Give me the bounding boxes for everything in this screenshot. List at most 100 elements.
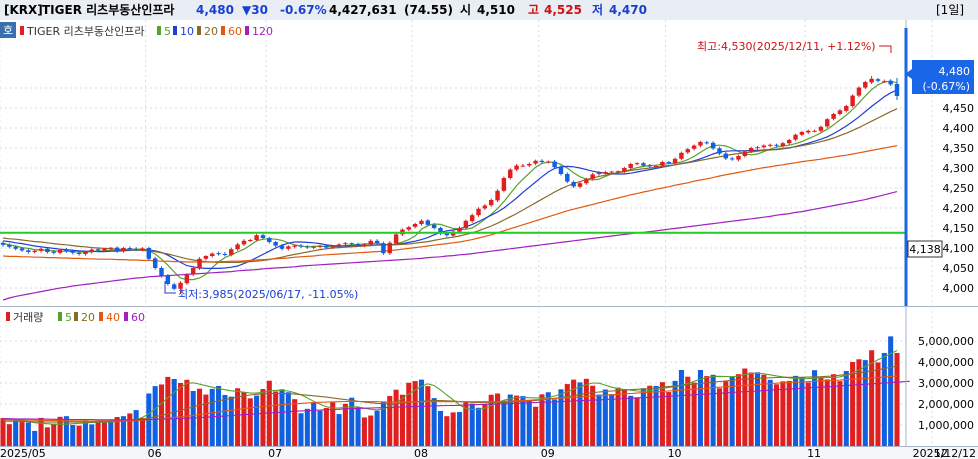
price-candle	[406, 227, 412, 230]
volume-bar	[723, 381, 729, 446]
price-candle	[812, 130, 817, 132]
volume-bar	[32, 430, 38, 446]
price-candle	[241, 240, 247, 245]
volume-bar	[0, 418, 6, 446]
min-price-annotation: 최저:3,985(2025/06/17, -11.05%)	[178, 288, 358, 301]
date-tick-label: 09	[541, 447, 555, 459]
price-candle	[888, 80, 893, 85]
volume-bar	[754, 372, 761, 446]
price-candle	[362, 244, 367, 246]
legend-candle-swatch	[20, 26, 24, 35]
price-candle	[419, 220, 424, 224]
volume-bar	[95, 422, 101, 446]
low-price: 4,470	[609, 3, 647, 17]
legend-vma5-swatch	[58, 312, 62, 321]
volume-bar	[799, 377, 805, 446]
price-candle	[774, 144, 779, 146]
volume-moving-averages	[2, 350, 910, 425]
volume-chart[interactable]: 5,000,000 4,000,000 3,000,000 2,000,000 1,00…	[0, 306, 978, 446]
volume-bar	[323, 407, 329, 446]
price-candle	[488, 200, 494, 206]
price-candle	[552, 161, 557, 168]
period-selector[interactable]: [1일]	[936, 3, 965, 17]
price-candle	[254, 235, 259, 240]
volume-bar	[463, 402, 469, 446]
price-candle	[710, 142, 716, 149]
price-candle	[565, 174, 570, 182]
price-candle	[152, 258, 158, 268]
volume-bar	[742, 368, 748, 446]
volume-bar	[888, 336, 894, 446]
price-candle	[248, 240, 253, 241]
volume-axis: 5,000,000 4,000,000 3,000,000 2,000,000 1,00…	[918, 335, 974, 432]
legend-security-name: TIGER 리츠부동산인프라	[26, 25, 145, 38]
price-candle	[343, 243, 348, 245]
volume-bar	[349, 397, 355, 446]
volume-bar	[412, 381, 418, 446]
price-candle	[311, 246, 316, 248]
volume-bar	[812, 370, 818, 446]
price-candle	[844, 106, 849, 111]
volume-bar	[710, 374, 716, 446]
volume-bar	[374, 410, 380, 446]
price-chart[interactable]: 4,5004,4504,4004,3504,3004,2504,2004,150…	[0, 20, 978, 306]
max-price-annotation: 최고:4,530(2025/12/11, +1.12%)	[697, 40, 876, 53]
volume-bar	[456, 411, 463, 446]
volume-bar	[564, 384, 570, 446]
price-candle	[799, 132, 805, 135]
date-tick-label: 10	[668, 447, 682, 459]
volume-bar	[818, 377, 824, 446]
price-candle	[108, 247, 114, 249]
date-tick-label: 12	[934, 447, 948, 459]
volume-bar	[44, 427, 50, 446]
price-candle	[831, 114, 836, 119]
price-candle	[121, 248, 126, 252]
price-candle	[381, 243, 386, 254]
volume-bar	[82, 420, 88, 446]
price-tick-label: 4,200	[943, 202, 975, 215]
current-price: 4,480	[196, 3, 234, 17]
volume-bar	[850, 362, 856, 446]
volume-bar	[685, 376, 691, 446]
price-candle	[508, 169, 513, 178]
price-candle	[114, 247, 120, 252]
price-moving-averages	[2, 80, 898, 301]
price-candle	[520, 165, 526, 167]
volume-bar	[399, 394, 405, 446]
volume-bar	[57, 416, 63, 446]
volume-bar	[514, 395, 520, 446]
price-candle	[476, 208, 481, 216]
price-candle	[171, 284, 177, 289]
price-candle	[457, 228, 462, 232]
price-candle	[444, 233, 450, 236]
quote-toggle-button[interactable]	[0, 22, 16, 38]
legend-vma40: 40	[106, 311, 120, 324]
price-candle	[856, 87, 862, 96]
current-price-tag	[912, 60, 974, 94]
price-candle	[64, 249, 69, 252]
volume-bar	[355, 407, 361, 446]
volume-bar	[298, 413, 304, 446]
price-candle	[495, 190, 500, 201]
volume-bar	[596, 394, 602, 446]
price-candle	[203, 256, 209, 259]
price-candle	[596, 172, 602, 174]
volume-bar	[279, 389, 285, 446]
volume-bar	[678, 369, 684, 446]
volume-bar	[716, 388, 723, 446]
trade-volume: 4,427,631	[329, 3, 397, 17]
price-axis: 4,5004,4504,4004,3504,3004,2504,2004,150…	[943, 82, 975, 295]
date-tick-label: 11	[807, 447, 821, 459]
volume-bar	[25, 422, 31, 446]
volume-bar	[108, 420, 114, 446]
legend-vma20-swatch	[74, 312, 78, 321]
volume-tick-label: 2,000,000	[918, 398, 974, 411]
price-candle	[603, 172, 608, 173]
date-axis-background	[0, 446, 978, 459]
security-name[interactable]: TIGER 리츠부동산인프라	[42, 3, 175, 17]
date-tick-label: 2025/12/12	[913, 447, 976, 459]
volume-bar	[697, 369, 703, 446]
price-candle	[647, 165, 652, 167]
volume-bar	[13, 420, 19, 446]
price-candle	[431, 224, 437, 228]
